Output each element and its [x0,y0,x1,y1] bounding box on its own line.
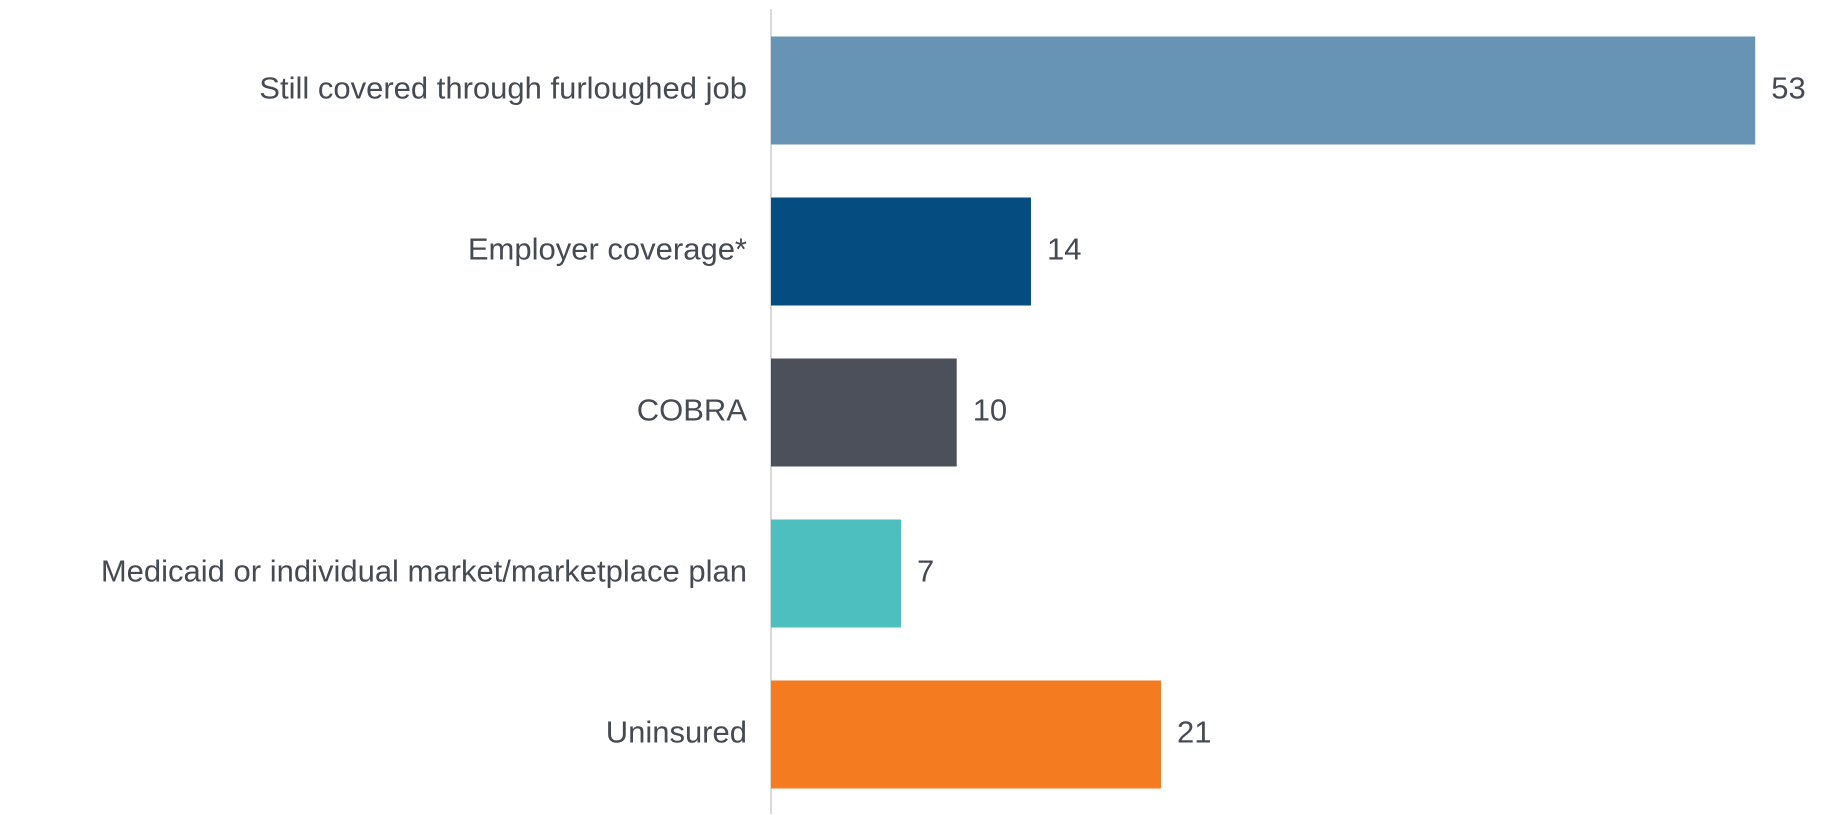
value-label: 7 [917,554,934,589]
category-label: Medicaid or individual market/marketplac… [101,554,747,589]
category-label: Uninsured [606,715,747,750]
value-label: 53 [1771,71,1805,106]
bar [771,197,1031,306]
category-label: Employer coverage* [468,232,747,267]
value-label: 10 [973,393,1007,428]
bar [771,519,901,628]
category-label: COBRA [637,393,748,428]
value-label: 21 [1177,715,1211,750]
value-label: 14 [1047,232,1081,267]
bar [771,680,1161,789]
bar [771,358,957,467]
bar [771,36,1756,145]
category-label: Still covered through furloughed job [259,71,747,106]
